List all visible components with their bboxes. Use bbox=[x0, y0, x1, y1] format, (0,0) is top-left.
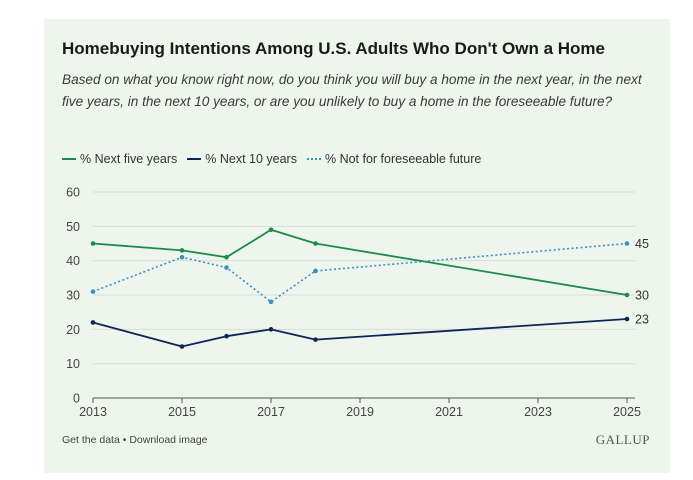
x-tick-label-2015: 2015 bbox=[168, 405, 196, 419]
series-0-point-2013 bbox=[90, 241, 96, 246]
series-2-point-2015 bbox=[179, 254, 185, 260]
series-line-2 bbox=[92, 242, 628, 303]
legend-item-next-10-years[interactable]: % Next 10 years bbox=[187, 152, 297, 166]
legend-label-not-foreseeable: % Not for foreseeable future bbox=[324, 152, 482, 166]
y-tick-label-10: 10 bbox=[66, 357, 80, 371]
legend-swatch-next-five-years bbox=[62, 158, 76, 160]
x-tick-label-2021: 2021 bbox=[435, 405, 463, 419]
series-0-point-2017 bbox=[268, 227, 274, 233]
series-line-1 bbox=[92, 318, 628, 348]
series-0-point-2025 bbox=[624, 292, 630, 298]
series-1-point-2017 bbox=[268, 327, 274, 332]
y-tick-label-20: 20 bbox=[66, 323, 80, 337]
series-2-end-label: 45 bbox=[635, 237, 649, 251]
series-2-point-2025 bbox=[624, 241, 630, 246]
series-1-point-2016 bbox=[224, 333, 229, 339]
series-0-point-2018 bbox=[313, 241, 318, 246]
legend-label-next-10-years: % Next 10 years bbox=[205, 152, 297, 166]
series-2-point-2016 bbox=[224, 265, 229, 270]
footer-separator: • bbox=[119, 434, 130, 446]
download-image-link[interactable]: Download image bbox=[129, 434, 208, 446]
series-2-point-2018 bbox=[313, 268, 318, 274]
series-1-point-2015 bbox=[179, 344, 185, 349]
legend-swatch-not-foreseeable bbox=[306, 158, 321, 160]
legend-item-not-foreseeable[interactable]: % Not for foreseeable future bbox=[306, 152, 482, 166]
x-tick-label-2013: 2013 bbox=[79, 405, 107, 419]
series-0-point-2016 bbox=[224, 254, 229, 260]
x-tick-label-2025: 2025 bbox=[613, 405, 641, 419]
chart-subtitle: Based on what you know right now, do you… bbox=[62, 72, 642, 109]
series-2-point-2013 bbox=[90, 289, 96, 294]
legend-item-next-five-years[interactable]: % Next five years bbox=[62, 152, 177, 166]
x-tick-label-2023: 2023 bbox=[524, 405, 552, 419]
series-line-0 bbox=[92, 228, 628, 296]
get-data-link[interactable]: Get the data bbox=[62, 434, 120, 446]
x-tick-label-2017: 2017 bbox=[257, 405, 285, 419]
legend-swatch-next-10-years bbox=[187, 158, 202, 160]
series-0-point-2015 bbox=[179, 248, 185, 253]
legend: % Next five years % Next 10 years % Not … bbox=[62, 151, 491, 167]
series-1-end-label: 23 bbox=[635, 313, 649, 327]
series-1-point-2018 bbox=[313, 337, 318, 342]
series-1-point-2025 bbox=[624, 316, 630, 322]
series-0-end-label: 30 bbox=[635, 289, 649, 303]
x-tick-label-2019: 2019 bbox=[346, 405, 374, 419]
y-tick-label-60: 60 bbox=[66, 186, 80, 200]
y-tick-label-50: 50 bbox=[66, 220, 80, 234]
line-chart: 0 10 20 30 40 50 60 2013 2015 2017 2019 2021 2023 202… bbox=[66, 186, 649, 420]
series-2-point-2017 bbox=[268, 299, 274, 305]
gallup-logo: GALLUP bbox=[595, 432, 650, 447]
legend-label-next-five-years: % Next five years bbox=[80, 152, 178, 166]
chart-title: Homebuying Intentions Among U.S. Adults … bbox=[62, 39, 605, 58]
series-1-point-2013 bbox=[90, 320, 96, 325]
chart-card: Homebuying Intentions Among U.S. Adults … bbox=[44, 19, 670, 473]
y-tick-label-40: 40 bbox=[66, 254, 80, 268]
y-tick-label-0: 0 bbox=[73, 392, 80, 406]
footer-links: Get the data • Download image bbox=[62, 434, 208, 446]
y-tick-label-30: 30 bbox=[66, 289, 80, 303]
